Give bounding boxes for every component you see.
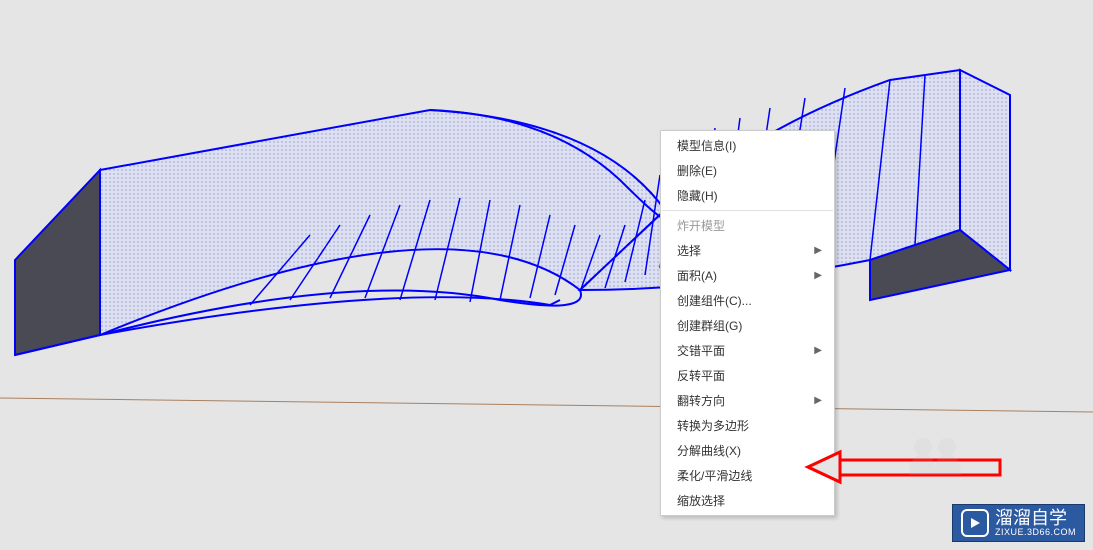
watermark: 溜溜自学 ZIXUE.3D66.COM (952, 504, 1085, 542)
menu-label: 缩放选择 (677, 492, 725, 509)
submenu-arrow-icon: ▶ (814, 245, 822, 256)
menu-label: 删除(E) (677, 162, 717, 179)
horizon-line (0, 398, 1093, 412)
watermark-subtitle: ZIXUE.3D66.COM (995, 527, 1076, 537)
menu-item-to-polygon[interactable]: 转换为多边形 (661, 413, 834, 438)
menu-item-flip-direction[interactable]: 翻转方向 ▶ (661, 388, 834, 413)
menu-label: 面积(A) (677, 267, 717, 284)
menu-separator (662, 210, 833, 211)
watermark-title: 溜溜自学 (995, 509, 1076, 527)
menu-item-select[interactable]: 选择 ▶ (661, 238, 834, 263)
menu-item-delete[interactable]: 删除(E) (661, 158, 834, 183)
menu-item-area[interactable]: 面积(A) ▶ (661, 263, 834, 288)
menu-item-hide[interactable]: 隐藏(H) (661, 183, 834, 208)
menu-label: 柔化/平滑边线 (677, 467, 752, 484)
menu-item-model-info[interactable]: 模型信息(I) (661, 133, 834, 158)
menu-label: 炸开模型 (677, 217, 725, 234)
menu-label: 交错平面 (677, 342, 725, 359)
submenu-arrow-icon: ▶ (814, 345, 822, 356)
menu-item-reverse-face[interactable]: 反转平面 (661, 363, 834, 388)
menu-item-create-group[interactable]: 创建群组(G) (661, 313, 834, 338)
submenu-arrow-icon: ▶ (814, 395, 822, 406)
menu-label: 选择 (677, 242, 701, 259)
menu-label: 模型信息(I) (677, 137, 736, 154)
menu-item-create-component[interactable]: 创建组件(C)... (661, 288, 834, 313)
menu-label: 分解曲线(X) (677, 442, 741, 459)
menu-label: 创建组件(C)... (677, 292, 752, 309)
submenu-arrow-icon: ▶ (814, 270, 822, 281)
menu-label: 隐藏(H) (677, 187, 718, 204)
menu-label: 转换为多边形 (677, 417, 749, 434)
menu-label: 创建群组(G) (677, 317, 742, 334)
menu-label: 反转平面 (677, 367, 725, 384)
menu-label: 翻转方向 (677, 392, 725, 409)
viewport[interactable]: 模型信息(I) 删除(E) 隐藏(H) 炸开模型 选择 ▶ 面积(A) ▶ 创建组件… (0, 0, 1093, 550)
play-icon (961, 509, 989, 537)
faded-watermark-icon (903, 433, 973, 495)
menu-item-explode: 炸开模型 (661, 213, 834, 238)
menu-item-intersect[interactable]: 交错平面 ▶ (661, 338, 834, 363)
model-face-top-left (100, 110, 665, 335)
model-face-left-cap (15, 170, 100, 355)
